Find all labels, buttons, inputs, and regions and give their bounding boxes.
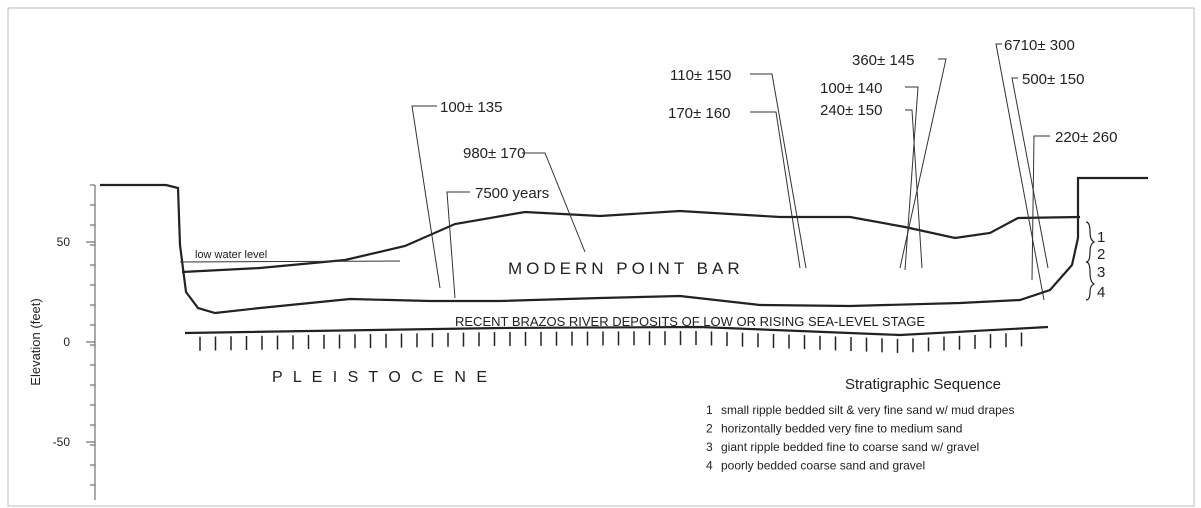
date-label: 170± 160 bbox=[668, 105, 730, 122]
unit-number: 3 bbox=[1097, 264, 1105, 281]
unit-number: 4 bbox=[1097, 284, 1105, 301]
date-label: 100± 135 bbox=[440, 99, 502, 116]
unit-number: 1 bbox=[1097, 229, 1105, 246]
date-label: 240± 150 bbox=[820, 102, 882, 119]
legend-number: 2 bbox=[706, 422, 713, 436]
legend-text: horizontally bedded very fine to medium … bbox=[721, 422, 962, 436]
minor-ticks bbox=[90, 185, 95, 485]
pleistocene-label: P L E I S T O C E N E bbox=[272, 369, 490, 386]
axis-label: Elevation (feet) bbox=[28, 298, 43, 385]
date-label: 980± 170 bbox=[463, 145, 525, 162]
legend-title: Stratigraphic Sequence bbox=[845, 376, 1001, 393]
page: {"axis": {"label": "Elevation (feet)", "… bbox=[0, 0, 1201, 508]
water-level-line bbox=[180, 261, 400, 262]
legend: Stratigraphic Sequence 1 small ripple bed… bbox=[706, 376, 1014, 473]
date-label: 6710± 300 bbox=[1004, 37, 1075, 54]
date-label: 220± 260 bbox=[1055, 129, 1117, 146]
y-tick-label: 0 bbox=[63, 335, 70, 349]
y-tick-label: 50 bbox=[57, 235, 71, 249]
date-label: 7500 years bbox=[475, 185, 549, 202]
date-label: 110± 150 bbox=[670, 67, 731, 84]
legend-items: 1 small ripple bedded silt & very fine sa… bbox=[706, 403, 1014, 473]
recent-deposits-label: RECENT BRAZOS RIVER DEPOSITS OF LOW OR R… bbox=[455, 314, 925, 329]
channel-profile bbox=[100, 178, 1148, 313]
legend-number: 3 bbox=[706, 440, 713, 454]
unit-number: 2 bbox=[1097, 246, 1105, 263]
date-label: 500± 150 bbox=[1022, 71, 1084, 88]
date-label: 360± 145 bbox=[852, 52, 914, 69]
legend-text: poorly bedded coarse sand and gravel bbox=[721, 459, 925, 473]
diagram: Elevation (feet) 100± 135 980± 170 7500 … bbox=[0, 0, 1201, 508]
water-level-label: low water level bbox=[195, 249, 267, 261]
unit-braces bbox=[1086, 222, 1094, 300]
y-tick-label: -50 bbox=[53, 435, 71, 449]
legend-text: giant ripple bedded fine to coarse sand … bbox=[721, 440, 979, 454]
point-bar-label: MODERN POINT BAR bbox=[508, 259, 744, 278]
frame bbox=[8, 8, 1194, 506]
date-labels: 100± 135 980± 170 7500 years 110± 150 17… bbox=[440, 37, 1117, 202]
legend-text: small ripple bedded silt & very fine san… bbox=[721, 403, 1014, 417]
legend-number: 4 bbox=[706, 459, 713, 473]
date-label: 100± 140 bbox=[820, 80, 882, 97]
legend-number: 1 bbox=[706, 403, 713, 417]
